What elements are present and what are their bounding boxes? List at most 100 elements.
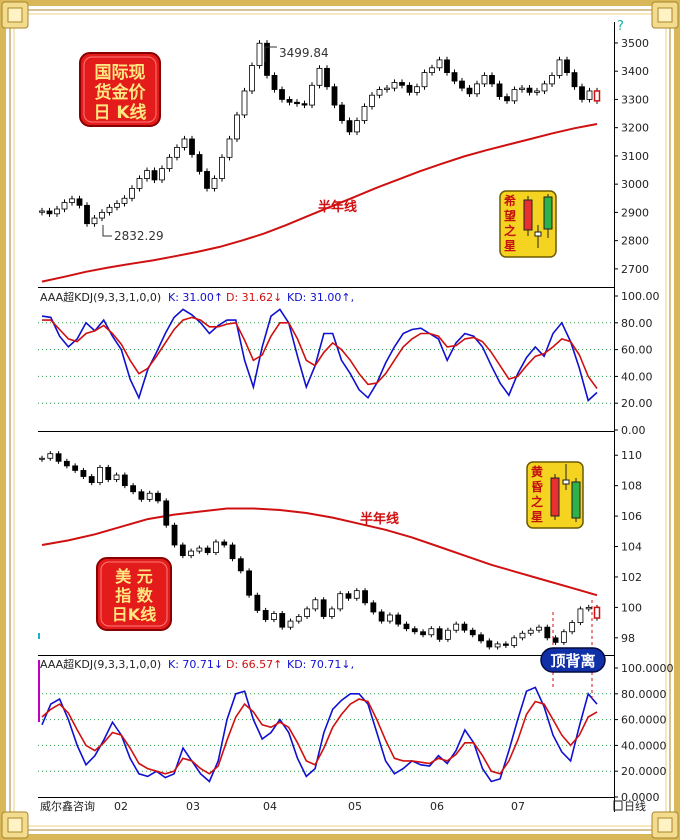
candle-body <box>294 101 300 105</box>
candle-body <box>136 178 143 189</box>
candle <box>105 464 112 483</box>
candle-body <box>387 614 393 622</box>
candle-body <box>271 75 278 90</box>
candle-body <box>586 90 593 100</box>
candle <box>478 632 484 644</box>
candle-body <box>571 72 578 88</box>
gold-max-leader <box>264 46 277 62</box>
candle-body <box>99 211 105 219</box>
candle-body <box>444 629 451 640</box>
x-tick-02: 02 <box>114 800 128 813</box>
candle-body <box>76 198 83 206</box>
period-label[interactable]: 日线 <box>624 799 646 813</box>
candle <box>384 85 390 93</box>
candle <box>541 80 548 95</box>
candle-body <box>376 89 383 96</box>
y-tick-label: 2800 <box>621 235 649 248</box>
candle-body <box>155 492 161 502</box>
period-icon[interactable] <box>613 800 623 811</box>
usd-badge-line-3: 日K线 <box>112 605 156 624</box>
y-tick-label: 108 <box>621 480 642 493</box>
candle <box>526 85 533 96</box>
candle-body <box>174 147 180 158</box>
candle-body <box>395 614 402 625</box>
candle <box>221 539 228 548</box>
candle <box>489 72 495 87</box>
y-tick-label: 60.00 <box>621 344 653 357</box>
half-year-ma-line <box>41 123 598 283</box>
gold-min-leader <box>102 225 112 237</box>
candle <box>504 93 510 104</box>
candle <box>346 117 353 135</box>
kdj2-k-value: K: 70.71↓ <box>168 658 223 671</box>
candle <box>451 69 458 85</box>
candle <box>213 539 219 556</box>
candle <box>39 207 45 216</box>
candle <box>234 111 240 143</box>
candle-body <box>254 594 261 611</box>
candle <box>99 209 105 222</box>
star-of-hope-char-3: 之 <box>504 223 516 238</box>
y-tick-label: 3200 <box>621 122 649 135</box>
candle <box>241 87 248 119</box>
candle <box>144 167 150 182</box>
candle-body <box>331 86 338 106</box>
y-tick-label: 3300 <box>621 93 649 106</box>
x-tick-06: 06 <box>430 800 444 813</box>
candle <box>585 604 592 612</box>
candle <box>481 72 488 87</box>
info-marker[interactable]: ? <box>617 19 624 34</box>
candle-body <box>144 170 150 179</box>
candle <box>309 82 315 109</box>
candle-body <box>91 217 98 225</box>
candle <box>47 451 54 461</box>
candle <box>204 545 211 556</box>
candle-body <box>384 87 390 90</box>
candle-body <box>189 138 195 155</box>
candle <box>54 205 60 217</box>
candle <box>411 626 418 635</box>
candle <box>294 99 300 107</box>
candle-body <box>138 491 145 500</box>
candle <box>593 87 601 104</box>
y-tick-label: 3100 <box>621 150 649 163</box>
candle <box>494 641 501 650</box>
y-tick-label: 80.00 <box>621 317 653 330</box>
candle-body <box>181 138 188 148</box>
candle <box>69 195 75 206</box>
y-tick-label: 106 <box>621 510 642 523</box>
candle <box>527 627 534 636</box>
candle-body <box>279 89 285 100</box>
kdj-d-line <box>42 316 598 389</box>
candle <box>295 614 302 624</box>
candle <box>181 135 188 151</box>
candle-body <box>526 87 533 93</box>
candle <box>39 455 45 462</box>
candle <box>188 548 195 559</box>
candle <box>511 86 518 104</box>
candle-body <box>399 82 405 86</box>
y-tick-label: 104 <box>621 541 642 554</box>
candle-body <box>213 541 219 554</box>
candle <box>61 199 68 213</box>
y-tick-label: 0.00 <box>621 424 646 437</box>
candle-body <box>420 631 426 636</box>
candle-body <box>262 610 269 620</box>
candle-body <box>114 202 120 208</box>
candle-body <box>421 72 428 88</box>
candle-body <box>69 198 75 203</box>
candle-body <box>577 608 584 624</box>
star-of-hope-char-2: 望 <box>504 208 516 223</box>
candle-body <box>39 457 45 460</box>
y-tick-label: 20.0000 <box>621 765 667 778</box>
kdj1-k-value: K: 31.00↑ <box>168 291 223 304</box>
candle-body <box>511 89 518 102</box>
candle <box>345 591 352 601</box>
candle <box>237 556 244 574</box>
candle <box>370 600 377 615</box>
candle-body <box>593 606 601 619</box>
candle <box>556 56 563 79</box>
candle-body <box>585 606 592 610</box>
candle <box>354 117 360 135</box>
candle-body <box>287 620 294 628</box>
